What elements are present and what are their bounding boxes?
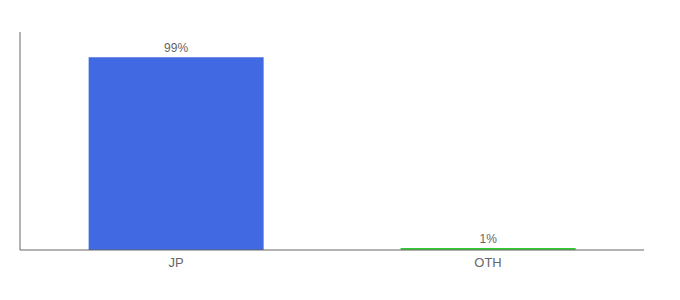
svg-text:1%: 1% — [479, 232, 497, 246]
svg-text:JP: JP — [168, 255, 183, 270]
svg-text:OTH: OTH — [474, 255, 501, 270]
svg-text:99%: 99% — [164, 41, 188, 55]
